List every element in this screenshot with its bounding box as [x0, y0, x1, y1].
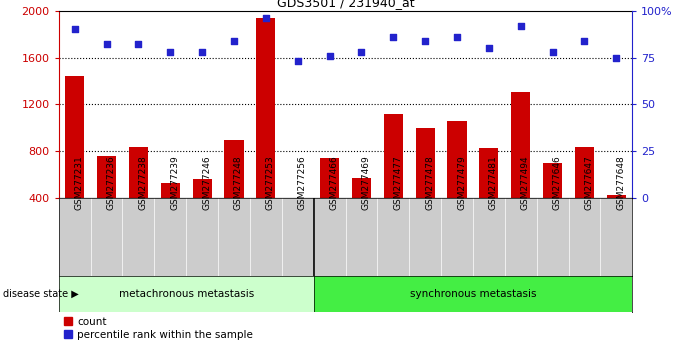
Text: GSM277253: GSM277253	[266, 155, 275, 210]
Point	[419, 38, 430, 44]
Text: GSM277647: GSM277647	[585, 155, 594, 210]
Point	[69, 27, 80, 32]
Text: GSM277477: GSM277477	[393, 155, 402, 210]
Point	[324, 53, 335, 58]
Text: GSM277239: GSM277239	[170, 155, 179, 210]
Point	[547, 49, 558, 55]
Bar	[256, 18, 276, 245]
Text: disease state ▶: disease state ▶	[3, 289, 79, 299]
Point	[196, 49, 207, 55]
Bar	[65, 76, 84, 245]
Text: GSM277238: GSM277238	[138, 155, 147, 210]
Text: GSM277481: GSM277481	[489, 155, 498, 210]
Bar	[575, 147, 594, 245]
Point	[515, 23, 527, 28]
Bar	[352, 178, 371, 245]
Text: GSM277478: GSM277478	[425, 155, 434, 210]
Bar	[511, 92, 530, 245]
Legend: count, percentile rank within the sample: count, percentile rank within the sample	[64, 317, 254, 340]
Bar	[543, 163, 562, 245]
Text: GSM277648: GSM277648	[616, 155, 625, 210]
Text: GSM277646: GSM277646	[553, 155, 562, 210]
Text: GSM277231: GSM277231	[75, 155, 84, 210]
Point	[483, 45, 494, 51]
Point	[388, 34, 399, 40]
Text: GSM277236: GSM277236	[106, 155, 115, 210]
Text: synchronous metastasis: synchronous metastasis	[410, 289, 536, 299]
Point	[164, 49, 176, 55]
Bar	[320, 158, 339, 245]
Point	[261, 15, 272, 21]
Bar	[415, 128, 435, 245]
Point	[611, 55, 622, 60]
Bar	[448, 121, 466, 245]
Bar	[193, 179, 211, 245]
Bar	[129, 147, 148, 245]
Point	[292, 58, 303, 64]
Point	[101, 41, 112, 47]
Bar	[607, 195, 626, 245]
Text: GSM277256: GSM277256	[298, 155, 307, 210]
Point	[356, 49, 367, 55]
Point	[451, 34, 462, 40]
Bar	[225, 139, 243, 245]
Point	[133, 41, 144, 47]
Text: GSM277246: GSM277246	[202, 155, 211, 210]
Bar	[384, 114, 403, 245]
Text: metachronous metastasis: metachronous metastasis	[119, 289, 254, 299]
Text: GSM277469: GSM277469	[361, 155, 370, 210]
Point	[229, 38, 240, 44]
Bar	[161, 183, 180, 245]
Bar	[480, 148, 498, 245]
Bar	[97, 156, 116, 245]
Text: GSM277466: GSM277466	[330, 155, 339, 210]
Text: GSM277248: GSM277248	[234, 155, 243, 210]
Text: GSM277494: GSM277494	[521, 155, 530, 210]
Title: GDS3501 / 231940_at: GDS3501 / 231940_at	[276, 0, 415, 10]
Bar	[288, 202, 307, 245]
Text: GSM277479: GSM277479	[457, 155, 466, 210]
Point	[579, 38, 590, 44]
